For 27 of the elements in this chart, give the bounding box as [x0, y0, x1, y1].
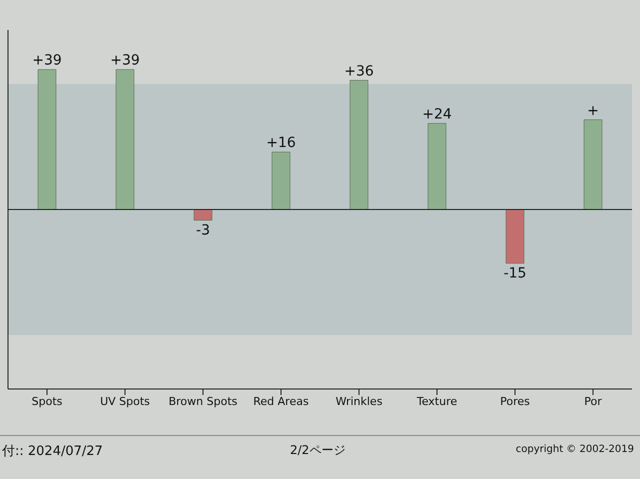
text: 付:: 2024/07/27: [2, 443, 103, 460]
x-tick-label: Texture: [416, 394, 458, 408]
data-label: +39: [32, 52, 62, 68]
bar: [272, 152, 290, 210]
x-tick-label: Wrinkles: [336, 394, 383, 408]
x-tick-label: Pores: [500, 394, 530, 408]
data-label: +39: [110, 52, 140, 68]
x-tick-label: Brown Spots: [168, 394, 238, 408]
x-tick-label: Por: [584, 394, 602, 408]
bar: [38, 69, 56, 210]
data-label: +16: [266, 135, 296, 152]
bar: [584, 120, 602, 210]
text: copyright © 2002-2019: [516, 444, 634, 455]
x-tick-label: Red Areas: [253, 394, 309, 408]
data-label: +: [587, 102, 599, 119]
x-tick-label: UV Spots: [100, 394, 150, 408]
text: 2/2ページ: [290, 442, 346, 459]
data-label: -3: [196, 222, 210, 238]
data-label: +24: [422, 106, 452, 122]
bar: [350, 80, 368, 210]
bar: [194, 209, 212, 221]
bar: [428, 123, 446, 210]
bar: [506, 209, 524, 264]
data-label: -15: [504, 265, 526, 282]
x-tick-label: Spots: [32, 394, 63, 408]
data-label: +36: [344, 63, 374, 80]
bar: [116, 69, 134, 210]
